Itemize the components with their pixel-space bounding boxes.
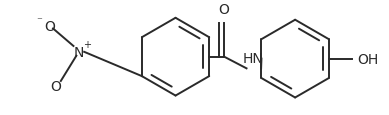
Text: HN: HN	[243, 52, 264, 66]
Text: O: O	[45, 19, 56, 33]
Text: ⁻: ⁻	[37, 17, 42, 26]
Text: OH: OH	[357, 52, 378, 66]
Text: O: O	[219, 3, 230, 17]
Text: N: N	[73, 45, 84, 59]
Text: +: +	[83, 40, 91, 50]
Text: O: O	[51, 79, 61, 93]
